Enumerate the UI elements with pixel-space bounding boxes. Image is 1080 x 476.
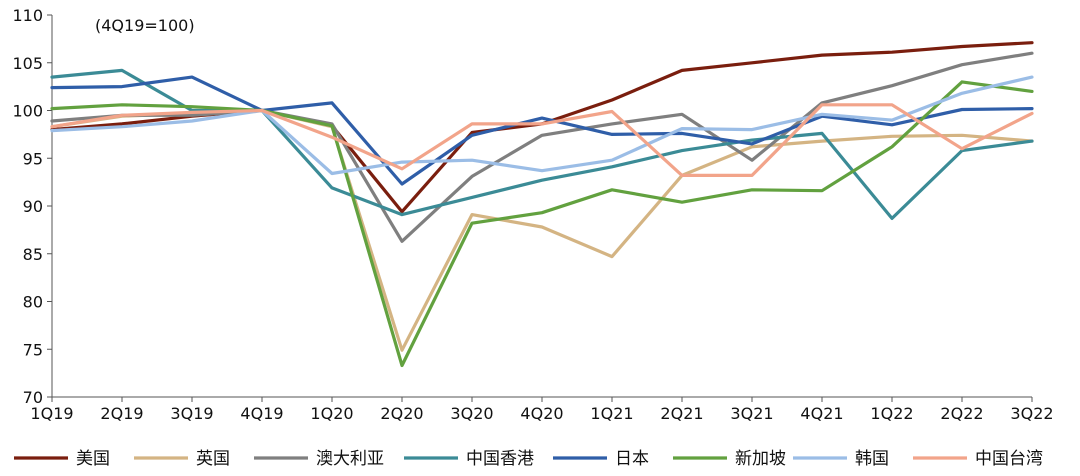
- series-lines: [50, 41, 1034, 368]
- x-tick-label: 3Q21: [730, 404, 773, 423]
- series-line-6: [50, 80, 1034, 368]
- y-tick-label: 90: [23, 197, 43, 216]
- series-line-5: [50, 75, 1034, 186]
- legend-label: 新加坡: [735, 449, 786, 469]
- series-line-7: [50, 75, 1034, 176]
- y-tick-label: 75: [23, 340, 43, 359]
- x-tick-label: 2Q20: [380, 404, 423, 423]
- series-line-2: [50, 108, 1034, 352]
- y-tick-label: 80: [23, 293, 43, 312]
- series-line-4: [50, 68, 1034, 220]
- legend-label: 中国台湾: [975, 449, 1043, 469]
- legend: 美国 英国 澳大利亚 中国香港 日本 新加坡 韩国 中国台湾: [14, 449, 1043, 469]
- legend-label: 英国: [196, 449, 230, 469]
- x-axis-ticks: 1Q19 2Q19 3Q19 4Q19 1Q20 2Q20 3Q20 4Q20 1Q21 2Q21…: [30, 397, 1054, 423]
- series-line-1: [50, 41, 1034, 214]
- chart-annotation: (4Q19=100): [95, 16, 195, 35]
- x-tick-label: 2Q21: [660, 404, 703, 423]
- series-line-3: [50, 51, 1034, 243]
- y-tick-label: 100: [12, 102, 43, 121]
- x-tick-label: 4Q20: [520, 404, 563, 423]
- x-tick-label: 2Q19: [100, 404, 143, 423]
- legend-label: 中国香港: [466, 449, 534, 469]
- x-tick-label: 1Q21: [590, 404, 633, 423]
- legend-label: 日本: [615, 449, 649, 469]
- x-tick-label: 3Q19: [170, 404, 213, 423]
- legend-label: 澳大利亚: [316, 449, 384, 469]
- y-axis-ticks: 70 75 80 85 90 95 100 105 110: [12, 6, 52, 407]
- y-tick-label: 95: [23, 149, 43, 168]
- y-tick-label: 70: [23, 388, 43, 407]
- x-tick-label: 3Q22: [1010, 404, 1053, 423]
- x-tick-label: 4Q21: [800, 404, 843, 423]
- legend-label: 韩国: [855, 449, 889, 469]
- x-tick-label: 1Q22: [870, 404, 913, 423]
- x-tick-label: 1Q19: [30, 404, 73, 423]
- x-tick-label: 3Q20: [450, 404, 493, 423]
- legend-label: 美国: [76, 449, 110, 469]
- x-tick-label: 1Q20: [310, 404, 353, 423]
- series-line-8: [50, 103, 1034, 177]
- y-tick-label: 110: [12, 6, 43, 25]
- x-tick-label: 4Q19: [240, 404, 283, 423]
- y-tick-label: 85: [23, 245, 43, 264]
- y-tick-label: 105: [12, 54, 43, 73]
- x-tick-label: 2Q22: [940, 404, 983, 423]
